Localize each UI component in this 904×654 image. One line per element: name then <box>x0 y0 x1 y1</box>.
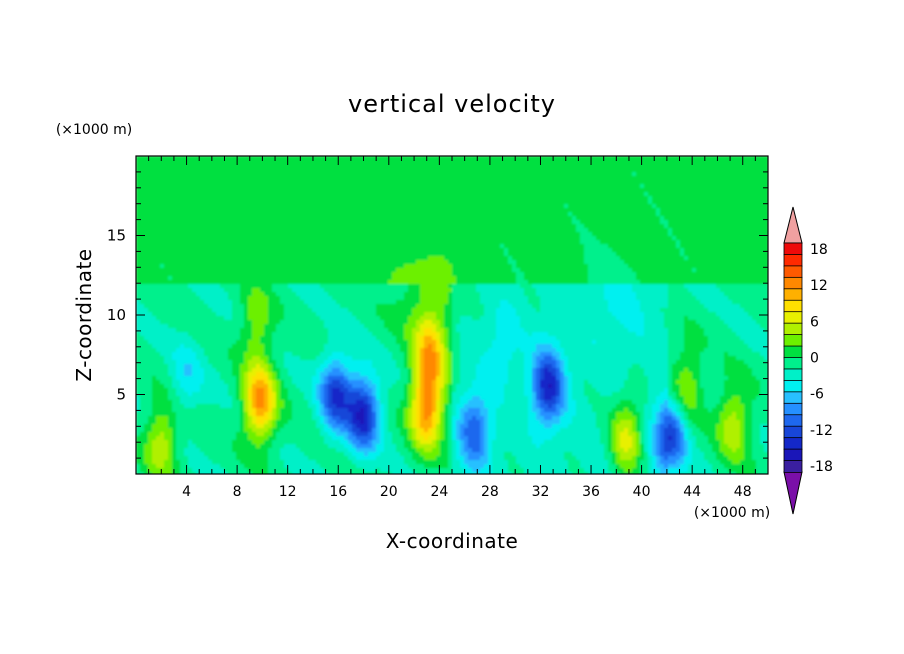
colorbar-top-extension <box>783 206 803 244</box>
colorbar-band <box>783 379 803 393</box>
x-tick-label: 28 <box>481 484 499 500</box>
colorbar-tick-label: 12 <box>810 278 828 294</box>
colorbar-tick-label: 0 <box>810 351 819 367</box>
x-tick-label: 48 <box>734 484 752 500</box>
colorbar-tick-label: -6 <box>810 387 824 403</box>
x-tick-label: 40 <box>633 484 651 500</box>
colorbar-band <box>783 299 803 313</box>
colorbar-band <box>783 402 803 416</box>
y-axis-label: Z-coordinate <box>72 248 96 381</box>
x-tick-label: 36 <box>582 484 600 500</box>
colorbar-band <box>783 425 803 439</box>
y-tick-label: 10 <box>107 306 126 324</box>
y-unit-label: (×1000 m) <box>56 122 132 138</box>
x-tick-label: 44 <box>683 484 701 500</box>
colorbar-tick-label: 6 <box>810 314 819 330</box>
colorbar-band <box>783 368 803 382</box>
colorbar-tick-label: -18 <box>810 459 833 475</box>
colorbar-band <box>783 276 803 290</box>
colorbar-tick-label: -12 <box>810 423 833 439</box>
colorbar-band <box>783 345 803 359</box>
colorbar-tick-label: 18 <box>810 242 828 258</box>
y-tick-label: 5 <box>116 386 126 404</box>
contour-field <box>136 156 768 474</box>
colorbar-band <box>783 437 803 450</box>
colorbar-band <box>783 334 803 347</box>
colorbar-band <box>783 265 803 279</box>
colorbar-band <box>783 414 803 428</box>
x-tick-label: 8 <box>233 484 242 500</box>
colorbar-band <box>783 254 803 267</box>
chart-title: vertical velocity <box>348 90 556 118</box>
colorbar-band <box>783 288 803 302</box>
x-tick-label: 16 <box>329 484 347 500</box>
colorbar-bottom-extension <box>783 471 803 515</box>
colorbar-band <box>783 357 803 370</box>
colorbar-band <box>783 322 803 336</box>
x-unit-label: (×1000 m) <box>694 505 770 521</box>
x-tick-label: 20 <box>380 484 398 500</box>
x-tick-label: 32 <box>532 484 550 500</box>
colorbar-band <box>783 242 803 256</box>
x-tick-label: 24 <box>430 484 448 500</box>
colorbar-band <box>783 460 803 473</box>
x-axis-label: X-coordinate <box>386 529 519 553</box>
y-tick-label: 15 <box>107 227 126 245</box>
colorbar-band <box>783 448 803 462</box>
colorbar-band <box>783 311 803 324</box>
x-tick-label: 12 <box>279 484 297 500</box>
colorbar: 18 12 6 0 -6 -12 -18 <box>783 206 833 515</box>
x-tick-label: 4 <box>182 484 191 500</box>
colorbar-band <box>783 391 803 405</box>
